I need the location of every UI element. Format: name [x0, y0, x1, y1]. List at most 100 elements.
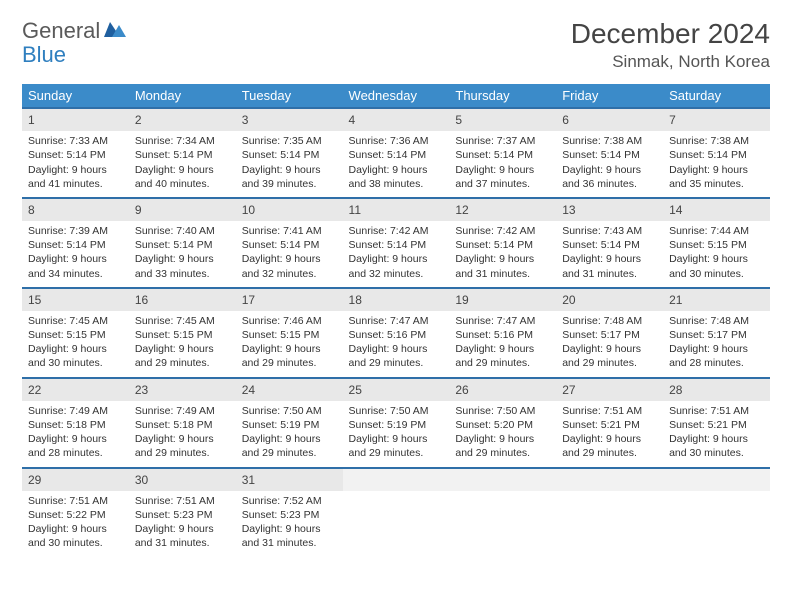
- sunset-line: Sunset: 5:17 PM: [562, 328, 657, 342]
- sunset-line: Sunset: 5:19 PM: [242, 418, 337, 432]
- weekday-header-row: SundayMondayTuesdayWednesdayThursdayFrid…: [22, 84, 770, 108]
- day-content-cell: Sunrise: 7:42 AMSunset: 5:14 PMDaylight:…: [449, 221, 556, 288]
- sunset-line: Sunset: 5:14 PM: [455, 238, 550, 252]
- day-content-cell: Sunrise: 7:38 AMSunset: 5:14 PMDaylight:…: [556, 131, 663, 198]
- day-content-cell: Sunrise: 7:41 AMSunset: 5:14 PMDaylight:…: [236, 221, 343, 288]
- day-number-cell: 5: [449, 108, 556, 131]
- daylight-line: Daylight: 9 hours and 40 minutes.: [135, 163, 230, 191]
- day-number-cell: [343, 468, 450, 491]
- daylight-line: Daylight: 9 hours and 30 minutes.: [28, 522, 123, 550]
- day-content-row: Sunrise: 7:51 AMSunset: 5:22 PMDaylight:…: [22, 491, 770, 557]
- day-content-cell: Sunrise: 7:51 AMSunset: 5:23 PMDaylight:…: [129, 491, 236, 557]
- title-block: December 2024 Sinmak, North Korea: [571, 18, 770, 72]
- day-content-cell: Sunrise: 7:50 AMSunset: 5:19 PMDaylight:…: [236, 401, 343, 468]
- sunset-line: Sunset: 5:14 PM: [349, 148, 444, 162]
- day-number-cell: 21: [663, 288, 770, 311]
- day-number-row: 22232425262728: [22, 378, 770, 401]
- sunset-line: Sunset: 5:14 PM: [28, 148, 123, 162]
- sunrise-line: Sunrise: 7:47 AM: [455, 314, 550, 328]
- calendar-table: SundayMondayTuesdayWednesdayThursdayFrid…: [22, 84, 770, 556]
- sunset-line: Sunset: 5:14 PM: [455, 148, 550, 162]
- day-content-cell: Sunrise: 7:45 AMSunset: 5:15 PMDaylight:…: [129, 311, 236, 378]
- day-content-row: Sunrise: 7:45 AMSunset: 5:15 PMDaylight:…: [22, 311, 770, 378]
- day-content-cell: Sunrise: 7:50 AMSunset: 5:19 PMDaylight:…: [343, 401, 450, 468]
- daylight-line: Daylight: 9 hours and 30 minutes.: [669, 252, 764, 280]
- weekday-header: Wednesday: [343, 84, 450, 108]
- day-content-cell: Sunrise: 7:34 AMSunset: 5:14 PMDaylight:…: [129, 131, 236, 198]
- sunrise-line: Sunrise: 7:42 AM: [349, 224, 444, 238]
- daylight-line: Daylight: 9 hours and 29 minutes.: [562, 342, 657, 370]
- sunrise-line: Sunrise: 7:43 AM: [562, 224, 657, 238]
- sunrise-line: Sunrise: 7:47 AM: [349, 314, 444, 328]
- day-content-cell: Sunrise: 7:49 AMSunset: 5:18 PMDaylight:…: [129, 401, 236, 468]
- day-content-cell: [449, 491, 556, 557]
- day-content-cell: Sunrise: 7:45 AMSunset: 5:15 PMDaylight:…: [22, 311, 129, 378]
- daylight-line: Daylight: 9 hours and 32 minutes.: [349, 252, 444, 280]
- sunrise-line: Sunrise: 7:36 AM: [349, 134, 444, 148]
- day-content-cell: Sunrise: 7:50 AMSunset: 5:20 PMDaylight:…: [449, 401, 556, 468]
- day-number-cell: 19: [449, 288, 556, 311]
- daylight-line: Daylight: 9 hours and 29 minutes.: [135, 342, 230, 370]
- sunset-line: Sunset: 5:14 PM: [135, 148, 230, 162]
- day-content-cell: Sunrise: 7:37 AMSunset: 5:14 PMDaylight:…: [449, 131, 556, 198]
- day-content-cell: [556, 491, 663, 557]
- sunrise-line: Sunrise: 7:45 AM: [135, 314, 230, 328]
- day-content-cell: Sunrise: 7:47 AMSunset: 5:16 PMDaylight:…: [449, 311, 556, 378]
- sunrise-line: Sunrise: 7:48 AM: [562, 314, 657, 328]
- day-content-cell: Sunrise: 7:38 AMSunset: 5:14 PMDaylight:…: [663, 131, 770, 198]
- daylight-line: Daylight: 9 hours and 37 minutes.: [455, 163, 550, 191]
- daylight-line: Daylight: 9 hours and 32 minutes.: [242, 252, 337, 280]
- day-content-cell: Sunrise: 7:36 AMSunset: 5:14 PMDaylight:…: [343, 131, 450, 198]
- day-content-cell: Sunrise: 7:43 AMSunset: 5:14 PMDaylight:…: [556, 221, 663, 288]
- daylight-line: Daylight: 9 hours and 28 minutes.: [28, 432, 123, 460]
- daylight-line: Daylight: 9 hours and 35 minutes.: [669, 163, 764, 191]
- daylight-line: Daylight: 9 hours and 39 minutes.: [242, 163, 337, 191]
- day-content-row: Sunrise: 7:33 AMSunset: 5:14 PMDaylight:…: [22, 131, 770, 198]
- sunset-line: Sunset: 5:16 PM: [455, 328, 550, 342]
- day-number-cell: 10: [236, 198, 343, 221]
- day-content-cell: Sunrise: 7:52 AMSunset: 5:23 PMDaylight:…: [236, 491, 343, 557]
- day-number-row: 15161718192021: [22, 288, 770, 311]
- daylight-line: Daylight: 9 hours and 29 minutes.: [242, 342, 337, 370]
- daylight-line: Daylight: 9 hours and 36 minutes.: [562, 163, 657, 191]
- day-content-row: Sunrise: 7:49 AMSunset: 5:18 PMDaylight:…: [22, 401, 770, 468]
- sunset-line: Sunset: 5:14 PM: [562, 238, 657, 252]
- daylight-line: Daylight: 9 hours and 29 minutes.: [349, 342, 444, 370]
- sunset-line: Sunset: 5:21 PM: [562, 418, 657, 432]
- day-number-cell: [449, 468, 556, 491]
- sunrise-line: Sunrise: 7:40 AM: [135, 224, 230, 238]
- sunset-line: Sunset: 5:18 PM: [135, 418, 230, 432]
- weekday-header: Friday: [556, 84, 663, 108]
- sunrise-line: Sunrise: 7:34 AM: [135, 134, 230, 148]
- daylight-line: Daylight: 9 hours and 31 minutes.: [455, 252, 550, 280]
- sunset-line: Sunset: 5:14 PM: [349, 238, 444, 252]
- sunrise-line: Sunrise: 7:44 AM: [669, 224, 764, 238]
- day-content-cell: Sunrise: 7:51 AMSunset: 5:21 PMDaylight:…: [556, 401, 663, 468]
- day-content-cell: Sunrise: 7:49 AMSunset: 5:18 PMDaylight:…: [22, 401, 129, 468]
- day-number-cell: 16: [129, 288, 236, 311]
- day-number-cell: 23: [129, 378, 236, 401]
- daylight-line: Daylight: 9 hours and 30 minutes.: [28, 342, 123, 370]
- logo-text-blue: Blue: [22, 42, 66, 68]
- sunrise-line: Sunrise: 7:50 AM: [349, 404, 444, 418]
- sunrise-line: Sunrise: 7:33 AM: [28, 134, 123, 148]
- day-content-cell: Sunrise: 7:40 AMSunset: 5:14 PMDaylight:…: [129, 221, 236, 288]
- sunset-line: Sunset: 5:14 PM: [669, 148, 764, 162]
- sunset-line: Sunset: 5:19 PM: [349, 418, 444, 432]
- day-content-cell: Sunrise: 7:51 AMSunset: 5:21 PMDaylight:…: [663, 401, 770, 468]
- day-content-cell: Sunrise: 7:39 AMSunset: 5:14 PMDaylight:…: [22, 221, 129, 288]
- daylight-line: Daylight: 9 hours and 38 minutes.: [349, 163, 444, 191]
- sunrise-line: Sunrise: 7:50 AM: [242, 404, 337, 418]
- daylight-line: Daylight: 9 hours and 41 minutes.: [28, 163, 123, 191]
- day-content-cell: [663, 491, 770, 557]
- daylight-line: Daylight: 9 hours and 29 minutes.: [455, 432, 550, 460]
- day-content-cell: Sunrise: 7:35 AMSunset: 5:14 PMDaylight:…: [236, 131, 343, 198]
- day-number-cell: 14: [663, 198, 770, 221]
- sunrise-line: Sunrise: 7:45 AM: [28, 314, 123, 328]
- sunrise-line: Sunrise: 7:37 AM: [455, 134, 550, 148]
- sunset-line: Sunset: 5:23 PM: [242, 508, 337, 522]
- sunset-line: Sunset: 5:16 PM: [349, 328, 444, 342]
- day-number-cell: 12: [449, 198, 556, 221]
- sunrise-line: Sunrise: 7:51 AM: [28, 494, 123, 508]
- day-number-row: 293031: [22, 468, 770, 491]
